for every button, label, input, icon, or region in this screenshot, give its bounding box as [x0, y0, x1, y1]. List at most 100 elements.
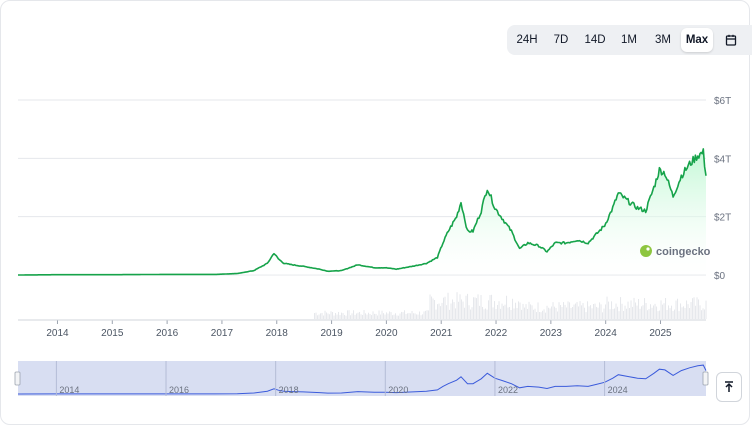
volume-bar — [585, 312, 587, 319]
volume-bar — [528, 301, 530, 319]
volume-bar — [408, 313, 410, 319]
volume-bar — [497, 304, 499, 319]
volume-bar — [404, 310, 406, 319]
range-button-max[interactable]: Max — [681, 28, 713, 52]
volume-bar — [650, 304, 652, 319]
volume-bar — [555, 307, 557, 319]
volume-bar — [566, 307, 568, 319]
volume-bar — [666, 309, 668, 319]
volume-bar — [462, 301, 464, 319]
volume-bar — [540, 312, 542, 319]
volume-bar — [420, 315, 422, 319]
volume-bar — [546, 305, 548, 319]
volume-bar — [383, 313, 385, 319]
volume-bar — [515, 302, 517, 319]
volume-bar — [495, 309, 497, 319]
volume-bar — [692, 298, 694, 319]
scroll-top-button[interactable] — [716, 372, 742, 402]
volume-bar — [648, 309, 650, 319]
volume-bar — [419, 311, 421, 319]
volume-bar — [332, 312, 334, 319]
volume-bar — [621, 303, 623, 319]
volume-bar — [344, 314, 346, 319]
navigator-tick-label: 2016 — [169, 385, 189, 395]
volume-bar — [402, 312, 404, 319]
volume-bar — [437, 304, 439, 319]
volume-bar — [627, 301, 629, 319]
volume-bar — [330, 311, 332, 319]
y-tick-label: $0 — [714, 271, 726, 282]
volume-bar — [672, 311, 674, 319]
volume-bar — [339, 315, 341, 319]
volume-bar — [591, 308, 593, 319]
volume-bar — [620, 297, 622, 319]
range-toolbar: 24H 7D 14D 1M 3M Max — [507, 25, 752, 55]
volume-bar — [521, 309, 523, 319]
volume-bar — [488, 300, 490, 319]
volume-bar — [596, 306, 598, 319]
volume-bar — [651, 307, 653, 319]
volume-bar — [444, 296, 446, 319]
volume-bar — [341, 312, 343, 319]
volume-bar — [569, 302, 571, 319]
navigator[interactable]: 2014 2016 2018 2020 2022 2024 — [14, 361, 709, 396]
range-button-7d[interactable]: 7D — [553, 34, 569, 46]
volume-bar — [429, 294, 431, 319]
volume-bar — [489, 295, 491, 319]
volume-bar — [645, 302, 647, 319]
y-tick-label: $6T — [714, 96, 731, 107]
volume-bar — [387, 313, 389, 319]
navigator-right-handle[interactable] — [702, 371, 709, 386]
volume-bar — [435, 309, 437, 319]
volume-bar — [584, 307, 586, 319]
volume-bar — [686, 300, 688, 319]
watermark-text: coingecko — [656, 246, 711, 258]
volume-bar — [693, 297, 695, 319]
volume-bar — [657, 311, 659, 319]
volume-bar — [588, 306, 590, 319]
volume-bar — [624, 305, 626, 319]
volume-bar — [638, 299, 640, 319]
volume-bar — [705, 300, 707, 319]
volume-bar — [411, 310, 413, 319]
range-button-14d[interactable]: 14D — [584, 34, 606, 46]
volume-bar — [500, 308, 502, 319]
volume-bar — [335, 313, 337, 319]
volume-bar — [326, 312, 328, 319]
y-axis-ticks: $0 $2T $4T $6T — [714, 96, 731, 282]
volume-bar — [438, 303, 440, 319]
volume-bar — [474, 297, 476, 319]
calendar-button[interactable] — [715, 28, 747, 52]
volume-bar — [366, 314, 368, 319]
volume-bar — [612, 308, 614, 319]
volume-bar — [617, 306, 619, 319]
watermark: coingecko — [640, 245, 711, 258]
volume-bar — [384, 314, 386, 319]
volume-bar — [431, 296, 433, 319]
volume-bar — [639, 308, 641, 319]
volume-bar — [608, 301, 610, 319]
range-button-24h[interactable]: 24H — [516, 34, 538, 46]
volume-bar — [347, 310, 349, 319]
volume-bar — [426, 310, 428, 319]
volume-bar — [701, 310, 703, 319]
volume-bar — [396, 315, 398, 319]
volume-bar — [614, 308, 616, 319]
volume-bar — [329, 314, 331, 319]
volume-bar — [587, 301, 589, 319]
volume-bar — [702, 308, 704, 319]
navigator-left-handle[interactable] — [14, 371, 21, 386]
navigator-tick-label: 2020 — [388, 385, 408, 395]
range-button-1m[interactable]: 1M — [621, 34, 637, 46]
volume-bar — [393, 314, 395, 319]
arrow-to-top-icon — [725, 381, 733, 392]
volume-bar — [501, 303, 503, 319]
volume-bar — [548, 307, 550, 319]
volume-bar — [683, 306, 685, 319]
volume-bar — [530, 304, 532, 319]
volume-bar — [623, 310, 625, 319]
volume-bar — [476, 298, 478, 319]
range-button-3m[interactable]: 3M — [655, 34, 671, 46]
volume-bar — [498, 301, 500, 319]
